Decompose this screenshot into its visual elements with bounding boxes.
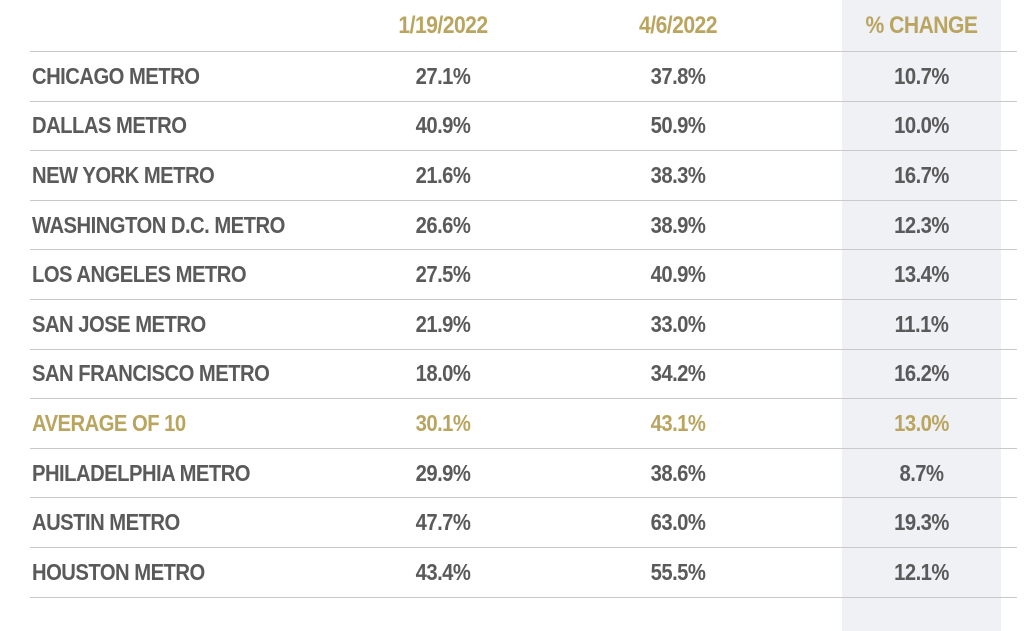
table-row: LOS ANGELES METRO 27.5% 40.9% 13.4% [30, 250, 1017, 300]
value-date-2: 55.5% [650, 558, 706, 585]
value-date-1: 30.1% [415, 409, 471, 436]
value-change: 13.0% [894, 409, 949, 436]
value-date-2: 50.9% [650, 112, 706, 139]
value-change: 16.7% [894, 161, 949, 188]
value-date-2: 38.9% [650, 211, 706, 238]
change-column-background [842, 0, 1001, 631]
value-date-1: 18.0% [415, 360, 471, 387]
table-row: CHICAGO METRO 27.1% 37.8% 10.7% [30, 52, 1017, 102]
value-date-1: 27.1% [415, 62, 471, 89]
value-date-2: 34.2% [650, 360, 706, 387]
value-change: 10.0% [894, 112, 949, 139]
value-date-1: 40.9% [415, 112, 471, 139]
table-row: DALLAS METRO 40.9% 50.9% 10.0% [30, 102, 1017, 152]
value-change: 8.7% [899, 459, 944, 486]
value-date-1: 29.9% [415, 459, 471, 486]
value-date-2: 33.0% [650, 310, 706, 337]
table-row: NEW YORK METRO 21.6% 38.3% 16.7% [30, 151, 1017, 201]
row-label: HOUSTON METRO [32, 558, 205, 585]
table-row: SAN JOSE METRO 21.9% 33.0% 11.1% [30, 300, 1017, 350]
value-date-2: 63.0% [650, 509, 706, 536]
row-label: LOS ANGELES METRO [32, 261, 247, 288]
value-date-2: 38.3% [650, 161, 706, 188]
value-date-2: 40.9% [650, 261, 706, 288]
column-header-date-1: 1/19/2022 [398, 11, 488, 39]
value-change: 11.1% [894, 310, 949, 337]
value-change: 19.3% [894, 509, 949, 536]
row-label: SAN FRANCISCO METRO [32, 360, 270, 387]
value-change: 10.7% [894, 62, 949, 89]
table-body: CHICAGO METRO 27.1% 37.8% 10.7% DALLAS METRO… [30, 52, 1017, 598]
table-row: WASHINGTON D.C. METRO 26.6% 38.9% 12.3% [30, 201, 1017, 251]
value-date-2: 37.8% [650, 62, 706, 89]
table-row: PHILADELPHIA METRO 29.9% 38.6% 8.7% [30, 449, 1017, 499]
row-label: PHILADELPHIA METRO [32, 459, 251, 486]
value-date-1: 47.7% [415, 509, 471, 536]
value-date-1: 26.6% [415, 211, 471, 238]
row-label: DALLAS METRO [32, 112, 187, 139]
value-change: 13.4% [894, 261, 949, 288]
row-label: CHICAGO METRO [32, 62, 200, 89]
column-header-change: % CHANGE [865, 11, 978, 39]
value-date-1: 43.4% [415, 558, 471, 585]
value-date-1: 21.6% [415, 161, 471, 188]
row-label: WASHINGTON D.C. METRO [32, 211, 285, 238]
value-date-2: 38.6% [650, 459, 706, 486]
data-table: 1/19/2022 4/6/2022 % CHANGE CHICAGO METR… [30, 0, 1017, 598]
table-row: HOUSTON METRO 43.4% 55.5% 12.1% [30, 548, 1017, 598]
value-date-2: 43.1% [650, 409, 706, 436]
value-change: 16.2% [894, 360, 949, 387]
value-change: 12.1% [894, 558, 949, 585]
table-row-average: AVERAGE OF 10 30.1% 43.1% 13.0% [30, 399, 1017, 449]
row-label: AUSTIN METRO [32, 509, 180, 536]
table-row: AUSTIN METRO 47.7% 63.0% 19.3% [30, 498, 1017, 548]
value-date-1: 27.5% [415, 261, 471, 288]
header-row: 1/19/2022 4/6/2022 % CHANGE [30, 0, 1017, 52]
row-label: NEW YORK METRO [32, 161, 215, 188]
column-header-date-2: 4/6/2022 [639, 11, 718, 39]
value-change: 12.3% [894, 211, 949, 238]
row-label: AVERAGE OF 10 [32, 409, 186, 436]
row-label: SAN JOSE METRO [32, 310, 206, 337]
table-row: SAN FRANCISCO METRO 18.0% 34.2% 16.2% [30, 350, 1017, 400]
value-date-1: 21.9% [415, 310, 471, 337]
